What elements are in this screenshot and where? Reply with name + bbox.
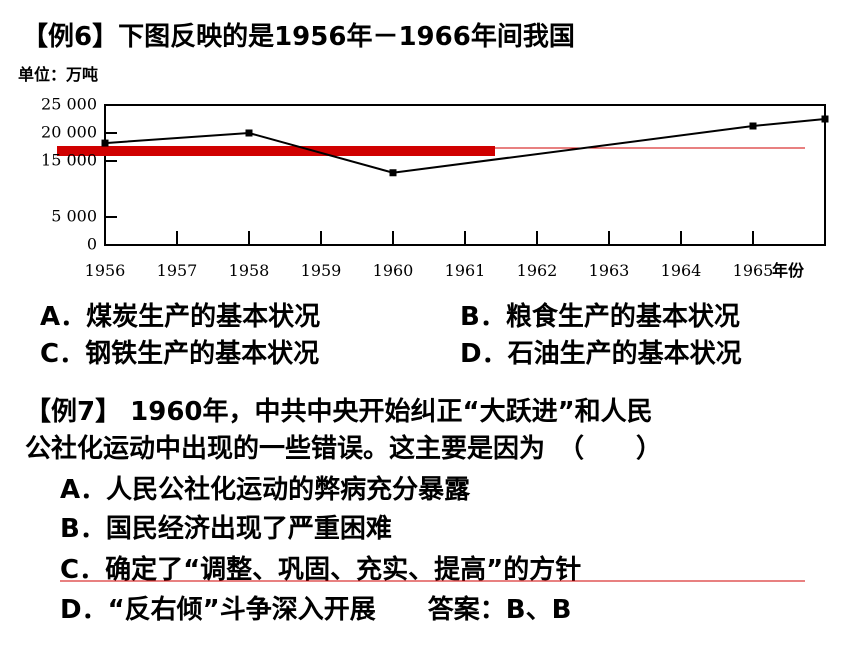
option: A．人民公社化运动的弊病充分暴露: [60, 474, 471, 505]
x-tick-label: 1958: [229, 261, 270, 280]
y-tick-label: 5 000: [51, 207, 97, 226]
y-tick-label: 15 000: [41, 151, 97, 170]
x-tick-label: 1965: [733, 261, 774, 280]
x-tick-label: 1963: [589, 261, 630, 280]
option: C．确定了“调整、巩固、充实、提高”的方针: [60, 554, 581, 585]
unit-label: 单位：万吨: [18, 65, 98, 84]
option: D．“反右倾”斗争深入开展 答案：B、B: [60, 594, 571, 625]
x-tick-label: 1961: [445, 261, 486, 280]
data-point: [245, 129, 253, 137]
option: D．石油生产的基本状况: [460, 338, 742, 369]
x-tick-label: 1962: [517, 261, 558, 280]
x-tick-label: 1964: [661, 261, 702, 280]
option: C．钢铁生产的基本状况: [40, 338, 319, 369]
x-tick-label: 1956: [85, 261, 126, 280]
example7-line: 【例7】 1960年，中共中央开始纠正“大跃进”和人民: [25, 396, 653, 427]
option: A．煤炭生产的基本状况: [40, 301, 320, 332]
example6-title: 【例6】下图反映的是1956年－1966年间我国: [22, 21, 575, 52]
data-point: [749, 122, 757, 130]
x-tick-label: 1959: [301, 261, 342, 280]
example7-line: 公社化运动中出现的一些错误。这主要是因为 （ ）: [25, 433, 662, 464]
y-tick-label: 0: [87, 235, 97, 254]
y-tick-label: 20 000: [41, 123, 97, 142]
highlight-bar: [57, 146, 495, 156]
option: B．国民经济出现了严重困难: [60, 513, 392, 544]
x-axis-label: 年份: [772, 261, 805, 280]
option: B．粮食生产的基本状况: [460, 301, 740, 332]
data-point: [101, 139, 109, 147]
data-point: [389, 169, 397, 177]
x-tick-label: 1960: [373, 261, 414, 280]
data-point: [821, 115, 829, 123]
y-tick-label: 25 000: [41, 95, 97, 114]
x-tick-label: 1957: [157, 261, 198, 280]
